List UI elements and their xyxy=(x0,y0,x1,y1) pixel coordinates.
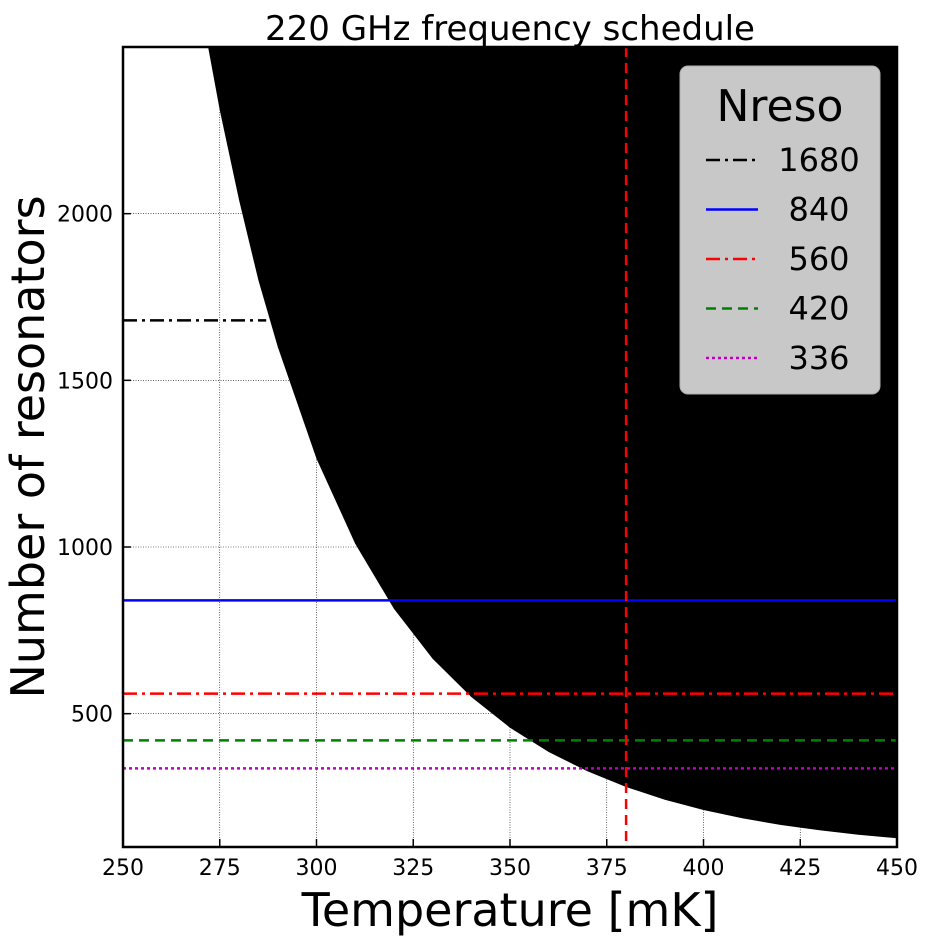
y-axis-title: Number of resonators xyxy=(1,195,55,698)
x-tick-label: 450 xyxy=(876,856,918,881)
x-tick-label: 400 xyxy=(683,856,725,881)
legend-box xyxy=(679,65,881,395)
legend: Nreso 1680 840 560 420 336 xyxy=(679,65,881,395)
legend-label-336: 336 xyxy=(788,339,849,377)
legend-label-1680: 1680 xyxy=(778,141,859,179)
x-tick-label: 250 xyxy=(102,856,144,881)
chart-title: 220 GHz frequency schedule xyxy=(265,9,755,49)
y-tick-label: 1500 xyxy=(57,369,113,394)
y-tick-label: 2000 xyxy=(57,203,113,228)
axis-ticks: 250 275 300 325 350 375 400 425 450 500 1000 1500 20… xyxy=(57,47,918,881)
x-tick-label: 425 xyxy=(779,856,821,881)
x-axis-title: Temperature [mK] xyxy=(301,883,719,937)
series-lines xyxy=(123,47,897,847)
x-tick-label: 375 xyxy=(586,856,628,881)
x-tick-label: 350 xyxy=(489,856,531,881)
x-tick-label: 275 xyxy=(199,856,241,881)
legend-label-560: 560 xyxy=(788,240,849,278)
plot-frame xyxy=(121,45,899,849)
y-tick-label: 1000 xyxy=(57,536,113,561)
legend-title: Nreso xyxy=(717,81,844,132)
x-tick-label: 300 xyxy=(296,856,338,881)
legend-label-840: 840 xyxy=(788,191,849,229)
x-tick-label: 325 xyxy=(392,856,434,881)
y-tick-label: 500 xyxy=(71,703,113,728)
legend-label-420: 420 xyxy=(788,290,849,328)
